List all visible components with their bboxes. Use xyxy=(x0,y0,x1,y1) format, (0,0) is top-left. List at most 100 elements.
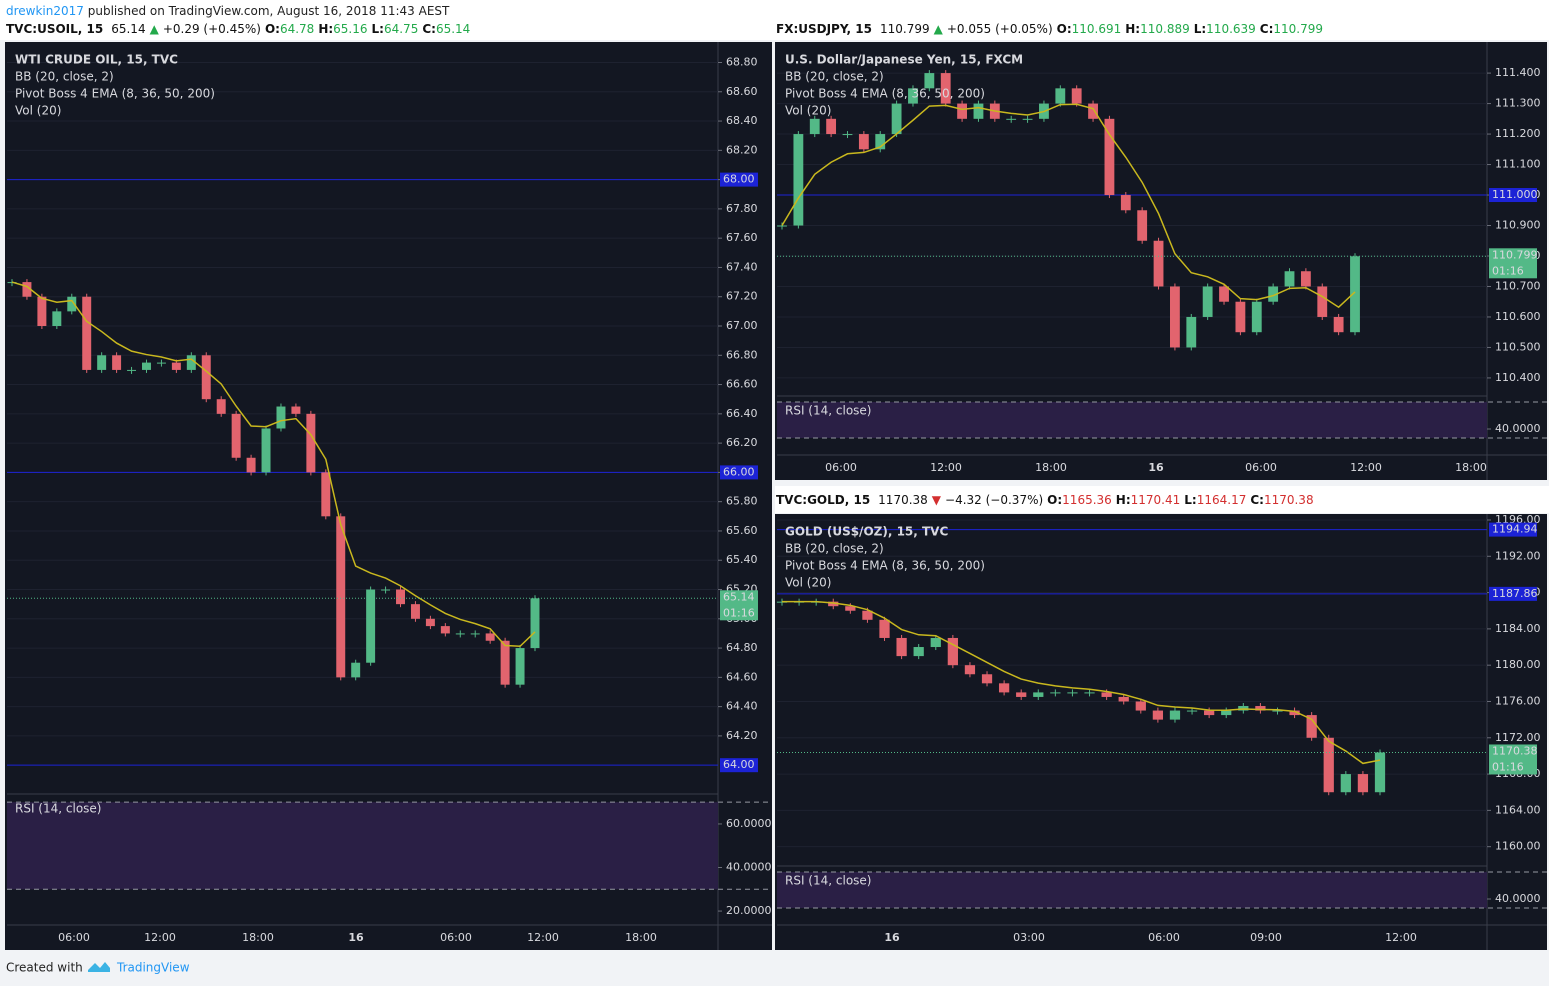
y-tick-label: 68.80 xyxy=(726,55,758,68)
candle xyxy=(127,369,137,371)
candle xyxy=(1055,88,1066,104)
candle xyxy=(1340,774,1351,793)
time-label: 12:00 xyxy=(1385,931,1417,944)
y-tick-label: 1192.00 xyxy=(1495,549,1541,562)
candle xyxy=(1268,286,1279,302)
chart-pane xyxy=(5,42,772,950)
candle xyxy=(1255,706,1266,711)
rsi-tick-label: 60.0000 xyxy=(726,817,772,830)
rsi-tick-label: 40.0000 xyxy=(1495,422,1541,435)
y-tick-label: 66.40 xyxy=(726,407,758,420)
y-tick-label: 110.600 xyxy=(1495,310,1541,323)
rsi-label: RSI (14, close) xyxy=(785,874,871,888)
rsi-band xyxy=(7,802,718,890)
candle xyxy=(913,647,924,657)
ohlc-value: 1164.17 xyxy=(1197,493,1247,507)
legend-line: BB (20, close, 2) xyxy=(785,70,884,84)
candle xyxy=(306,413,316,473)
y-tick-label: 66.80 xyxy=(726,348,758,361)
ohlc-label: C: xyxy=(422,22,436,36)
candle xyxy=(381,589,391,591)
change: −4.32 (−0.37%) xyxy=(945,493,1043,507)
candle xyxy=(1050,692,1061,694)
level-tag xyxy=(720,758,758,773)
candle xyxy=(981,674,993,684)
candle xyxy=(455,633,465,635)
candle xyxy=(1284,271,1295,287)
candle xyxy=(1251,301,1262,333)
candle xyxy=(1120,195,1131,211)
candle xyxy=(1067,692,1078,694)
candle xyxy=(1350,256,1360,333)
candle xyxy=(530,598,540,649)
countdown: 01:16 xyxy=(723,606,755,619)
ohlc-label: H: xyxy=(318,22,333,36)
candle xyxy=(1186,710,1198,712)
time-label: 06:00 xyxy=(1245,461,1277,474)
rsi-band xyxy=(777,402,1487,439)
legend-line: Pivot Boss 4 EMA (8, 36, 50, 200) xyxy=(785,87,985,101)
published-line: drewkin2017 published on TradingView.com… xyxy=(6,4,450,18)
candle xyxy=(231,413,241,458)
time-label: 18:00 xyxy=(625,931,657,944)
ohlc-label: C: xyxy=(1250,493,1264,507)
candle xyxy=(947,637,958,666)
candle xyxy=(940,73,951,104)
rsi-label: RSI (14, close) xyxy=(15,802,101,816)
candle xyxy=(112,355,122,370)
time-label: 18:00 xyxy=(242,931,274,944)
ohlc-value: 110.889 xyxy=(1140,22,1190,36)
candle xyxy=(52,311,62,327)
candle xyxy=(1300,271,1311,287)
time-label: 16 xyxy=(884,931,900,944)
footer-created: Created with xyxy=(6,961,83,975)
candle xyxy=(201,355,211,400)
change: +0.29 (+0.45%) xyxy=(163,22,261,36)
candle xyxy=(1071,88,1082,104)
candle xyxy=(1317,286,1328,317)
time-label: 09:00 xyxy=(1250,931,1282,944)
candle xyxy=(1033,692,1044,697)
candle xyxy=(998,683,1010,693)
ohlc-label: H: xyxy=(1116,493,1131,507)
candle xyxy=(291,406,301,414)
last: 65.14 xyxy=(111,22,145,36)
time-label: 18:00 xyxy=(1455,461,1487,474)
ohlc-label: L: xyxy=(1194,22,1206,36)
candle xyxy=(1289,710,1300,716)
symbol: TVC:USOIL, 15 xyxy=(6,22,103,36)
last-price-tag xyxy=(1489,744,1537,775)
ohlc-value: 1170.41 xyxy=(1131,493,1181,507)
level-tag xyxy=(720,172,758,187)
candle xyxy=(67,296,77,312)
y-tick-label: 110.400 xyxy=(1495,371,1541,384)
time-label: 06:00 xyxy=(825,461,857,474)
y-tick-label: 64.20 xyxy=(726,729,758,742)
y-tick-label: 64.60 xyxy=(726,670,758,683)
candle xyxy=(37,296,47,327)
candle xyxy=(396,589,405,605)
legend-title: U.S. Dollar/Japanese Yen, 15, FXCM xyxy=(785,53,1023,67)
ohlc-value: 65.14 xyxy=(436,22,470,36)
candle xyxy=(845,606,856,611)
legend-title: GOLD (US$/OZ), 15, TVC xyxy=(785,525,948,539)
symbol: TVC:GOLD, 15 xyxy=(776,493,870,507)
level-tag xyxy=(1489,522,1537,537)
symbol: FX:USDJPY, 15 xyxy=(776,22,872,36)
y-tick-label: 68.60 xyxy=(726,85,758,98)
level-label: 1194.94 xyxy=(1492,523,1538,536)
time-label: 18:00 xyxy=(1035,461,1067,474)
time-label: 16 xyxy=(348,931,364,944)
ohlc-value: 110.639 xyxy=(1206,22,1256,36)
header-bar xyxy=(775,486,1549,513)
last-price-tag xyxy=(720,590,758,621)
candle xyxy=(171,362,181,370)
y-tick-label: 1176.00 xyxy=(1495,694,1541,707)
ohlc-label: C: xyxy=(1260,22,1274,36)
ema-line xyxy=(11,281,536,648)
candle xyxy=(276,406,286,429)
candle xyxy=(809,118,820,135)
author: drewkin2017 xyxy=(6,4,84,18)
y-tick-label: 110.900 xyxy=(1495,219,1541,232)
